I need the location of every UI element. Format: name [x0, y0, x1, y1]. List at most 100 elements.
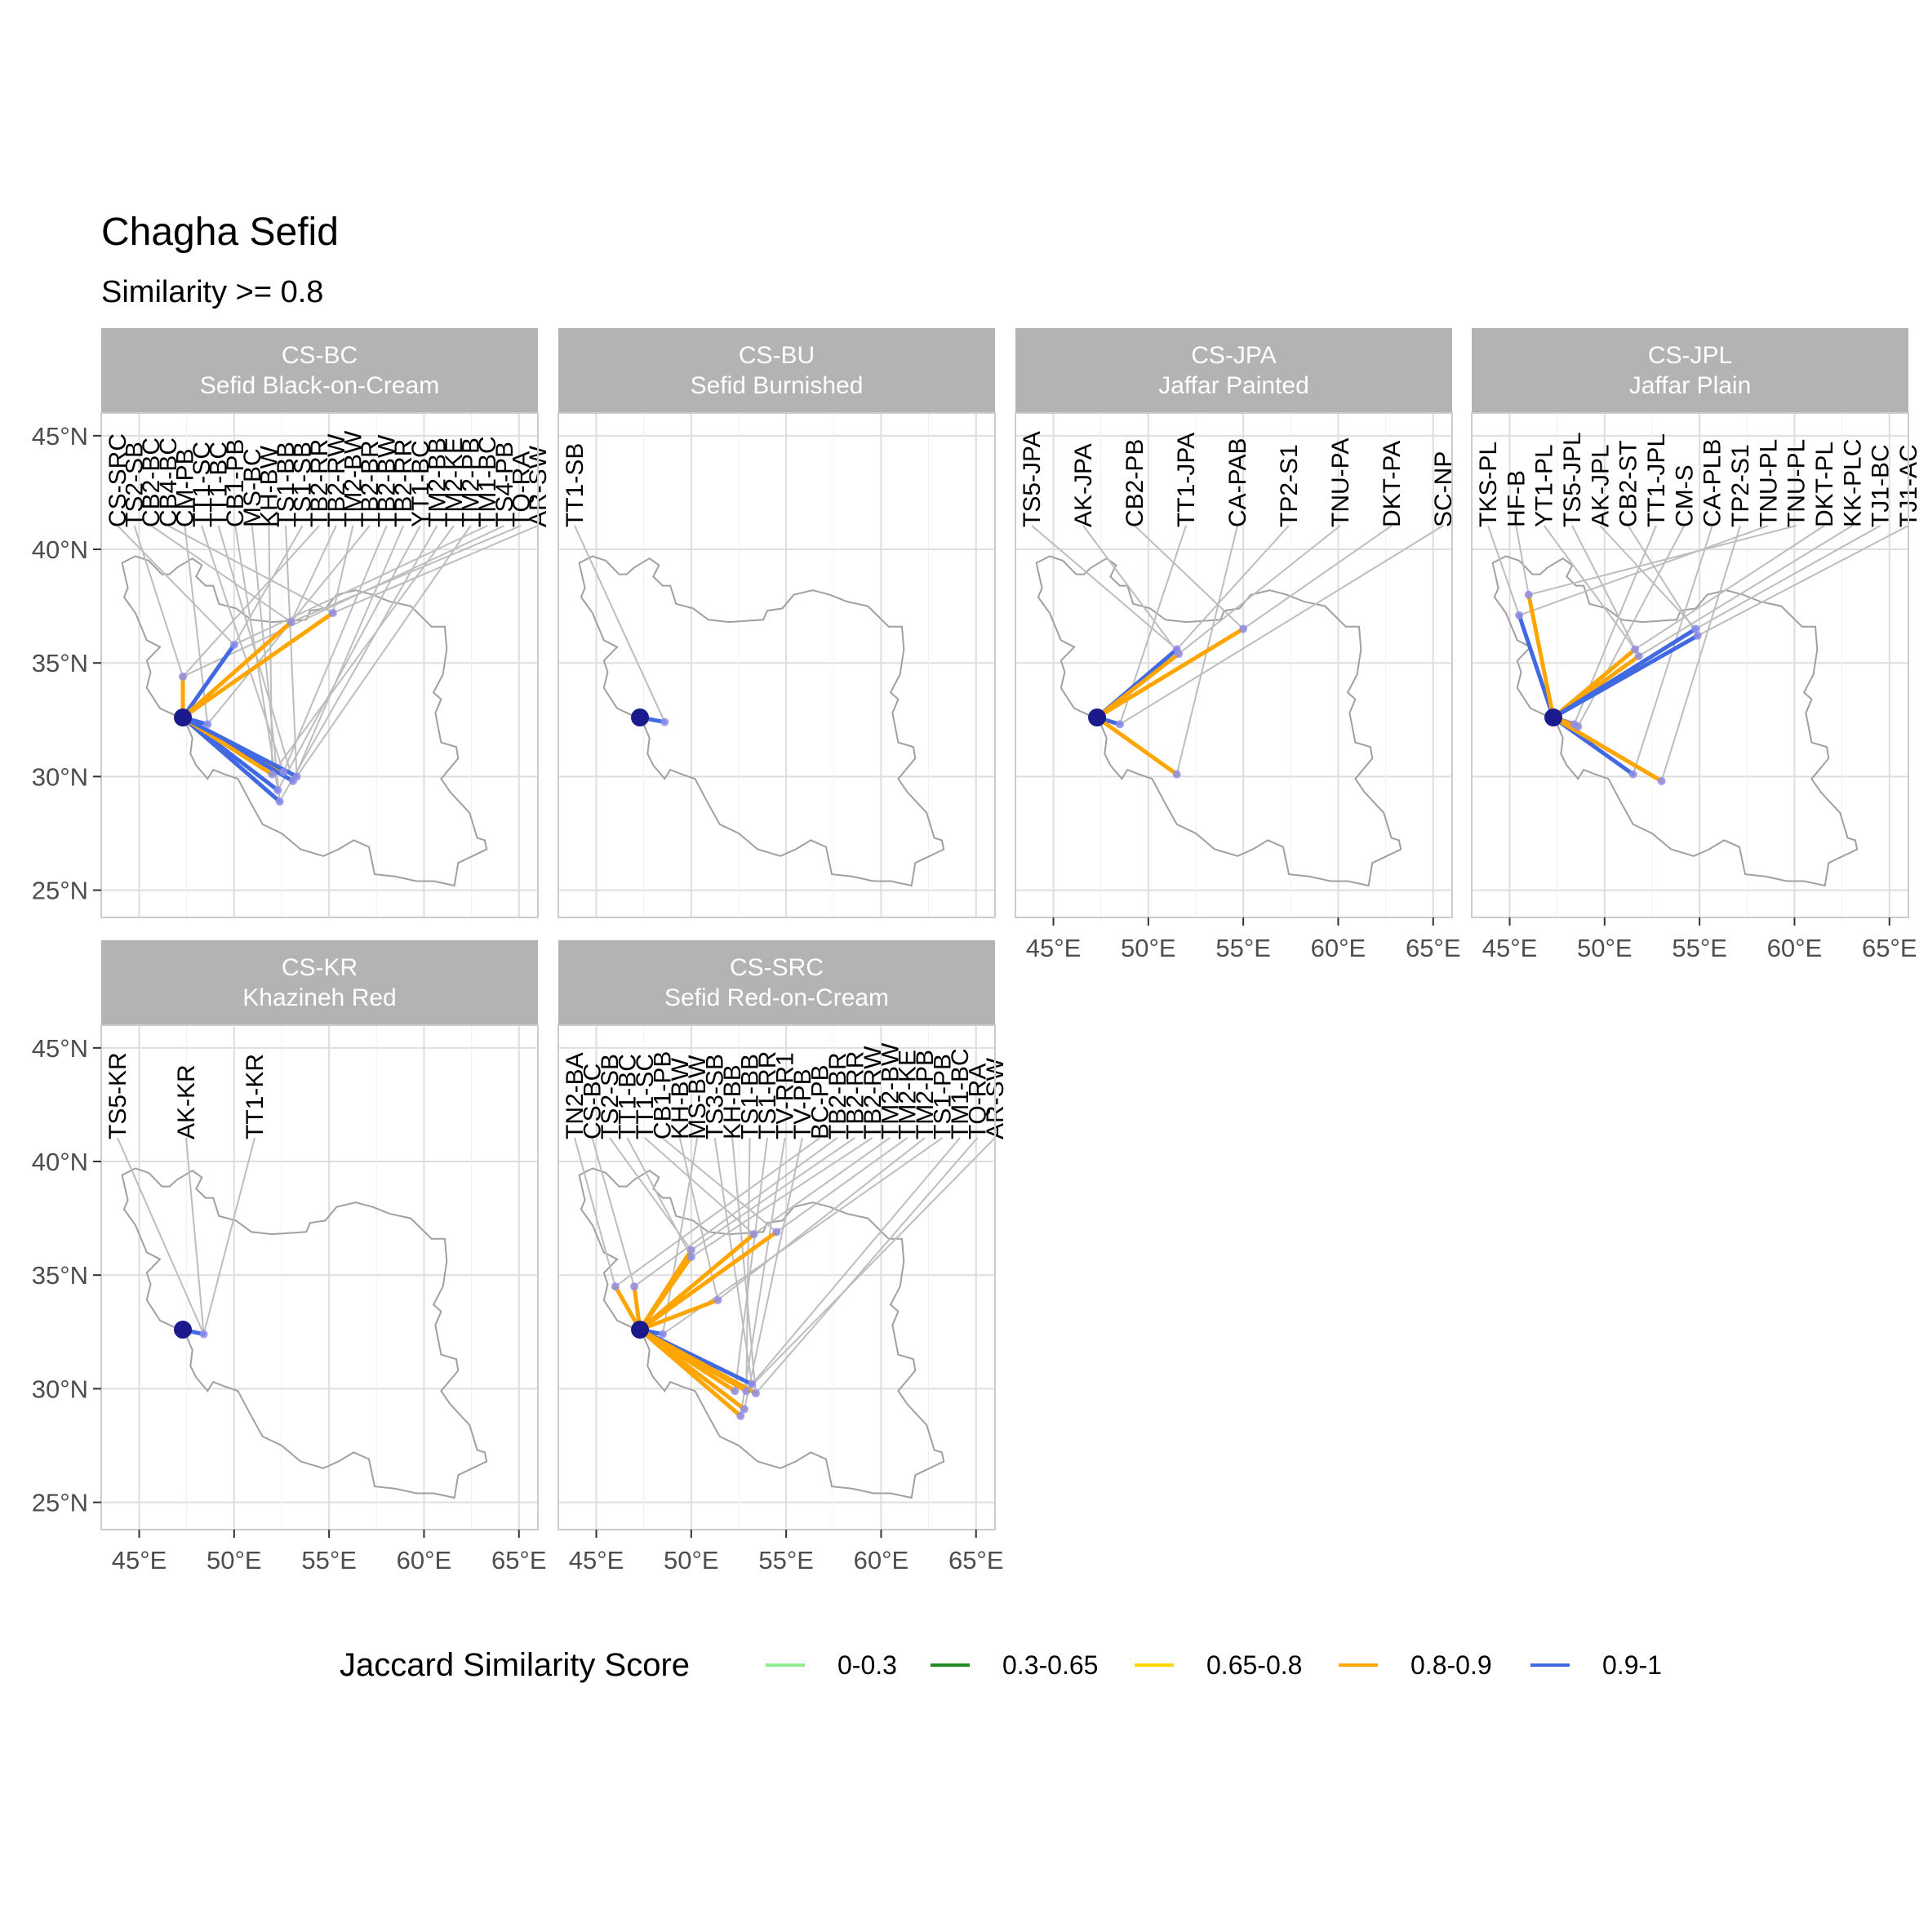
site-label: KK-PLC	[1839, 439, 1866, 527]
site-label: CA-PLB	[1699, 439, 1726, 527]
site-label: TT1-JPA	[1173, 433, 1200, 527]
site-point	[751, 1388, 760, 1397]
site-label: TKS-PL	[1475, 442, 1502, 527]
site-point	[1693, 631, 1702, 640]
leader-line	[1031, 525, 1178, 651]
leader-line	[1515, 525, 1530, 595]
legend-title: Jaccard Similarity Score	[340, 1647, 690, 1683]
site-label: TS5-JPA	[1019, 431, 1046, 527]
panel-cs-bu: CS-BU Sefid Burnished TT1-SB	[558, 328, 996, 918]
panel-border	[100, 412, 539, 918]
leader-line	[167, 525, 334, 614]
x-tick-label: 55°E	[1672, 934, 1727, 962]
site-label: CS-BC	[580, 1064, 606, 1139]
leader-line	[1660, 525, 1741, 782]
site-label: TM2-BW	[340, 430, 366, 527]
strip-code: CS-JPL	[1648, 342, 1732, 369]
leader-line	[1627, 525, 1699, 637]
site-label: CB4-BC	[155, 437, 182, 527]
site-point	[275, 797, 284, 806]
site-point	[199, 1330, 208, 1339]
origin-point	[174, 708, 193, 727]
x-tick-label: 50°E	[1121, 934, 1176, 962]
strip-background	[1472, 328, 1908, 413]
legend-key-label: 0.65-0.8	[1206, 1650, 1302, 1680]
site-label: TB2-BR	[357, 440, 384, 527]
site-label: TS4-PB	[491, 442, 518, 527]
leader-line	[644, 1137, 755, 1235]
site-label: TS1-SB	[290, 442, 317, 527]
leader-line	[117, 1137, 205, 1335]
panel-cs-jpa: CS-JPA Jaffar Painted TS5-JPA AK-JPA CB2-PB T…	[1015, 328, 1457, 918]
panel-border	[1471, 412, 1909, 918]
strip-code: CS-BU	[739, 342, 815, 369]
leader-line	[202, 1137, 255, 1335]
connection-line	[1551, 715, 1664, 784]
leader-line	[291, 525, 522, 624]
site-label: CB1-PB	[649, 1051, 676, 1139]
site-label: TM2-KE	[441, 437, 468, 527]
y-tick-label: 30°N	[32, 762, 88, 791]
strip-name: Sefid Black-on-Cream	[200, 372, 439, 399]
strip-code: CS-JPA	[1191, 342, 1276, 369]
origin-point	[631, 1321, 650, 1339]
connection-line	[637, 1255, 694, 1332]
site-label: BC-PB	[806, 1064, 833, 1139]
site-label: DKT-PL	[1811, 442, 1838, 527]
site-point	[1628, 770, 1637, 779]
site-label: TM1-BC	[474, 436, 501, 527]
strip-name: Sefid Red-on-Cream	[664, 984, 889, 1011]
leader-line	[251, 525, 281, 802]
site-point	[1239, 624, 1248, 633]
leader-line	[292, 525, 405, 782]
site-label: TS2-SB	[597, 1054, 624, 1139]
x-tick-label: 45°E	[569, 1546, 624, 1574]
leader-line	[740, 1137, 786, 1416]
leader-line	[1634, 525, 1825, 651]
site-point	[1172, 770, 1181, 779]
leader-line	[150, 525, 292, 623]
iran-outline	[1035, 555, 1402, 887]
site-label: TB2-RR	[842, 1051, 868, 1139]
leader-line	[753, 1137, 891, 1235]
site-point	[713, 1295, 722, 1304]
x-tick-label: 65°E	[1862, 934, 1917, 962]
leader-line	[678, 1137, 719, 1301]
leader-line	[290, 525, 337, 623]
leader-line	[1178, 525, 1341, 655]
leader-line	[233, 525, 304, 646]
site-point	[292, 772, 301, 781]
site-label: TM2-KE	[895, 1050, 922, 1139]
site-point	[686, 1252, 695, 1261]
x-tick-label: 45°E	[112, 1546, 167, 1574]
site-point	[328, 608, 337, 617]
site-label: TM1-BC	[947, 1048, 974, 1139]
site-point	[279, 767, 288, 776]
leader-line	[775, 1137, 908, 1233]
site-point	[229, 640, 238, 649]
x-tick-label: 45°E	[1026, 934, 1082, 962]
y-tick-label: 40°N	[32, 535, 88, 564]
site-label: MS-BW	[684, 1055, 711, 1139]
site-label: TV-RR1	[772, 1052, 799, 1139]
site-label: CB2-PB	[1122, 439, 1148, 527]
site-point	[630, 1282, 639, 1291]
leader-line	[591, 1137, 636, 1287]
site-label: YT1-PL	[1531, 444, 1558, 527]
site-point	[658, 1330, 667, 1339]
leader-line	[633, 1137, 838, 1287]
site-label: TP2-S1	[1276, 444, 1303, 527]
axes-group: 45°N 40°N 35°N 30°N 25°N 45°E 50°E 55°E 60°E 65°E…	[32, 422, 1917, 1574]
x-tick-label: 65°E	[1406, 934, 1461, 962]
site-point	[1634, 651, 1643, 660]
leader-line	[182, 525, 320, 677]
leader-line	[574, 1137, 616, 1287]
site-label: MS-BC	[239, 448, 266, 527]
iran-outline	[1491, 555, 1859, 887]
strip-background	[101, 328, 538, 413]
site-label: CM-PB	[171, 448, 198, 527]
site-label: TB2-BW	[374, 434, 401, 527]
x-tick-label: 65°E	[491, 1546, 547, 1574]
leader-line	[277, 525, 421, 791]
